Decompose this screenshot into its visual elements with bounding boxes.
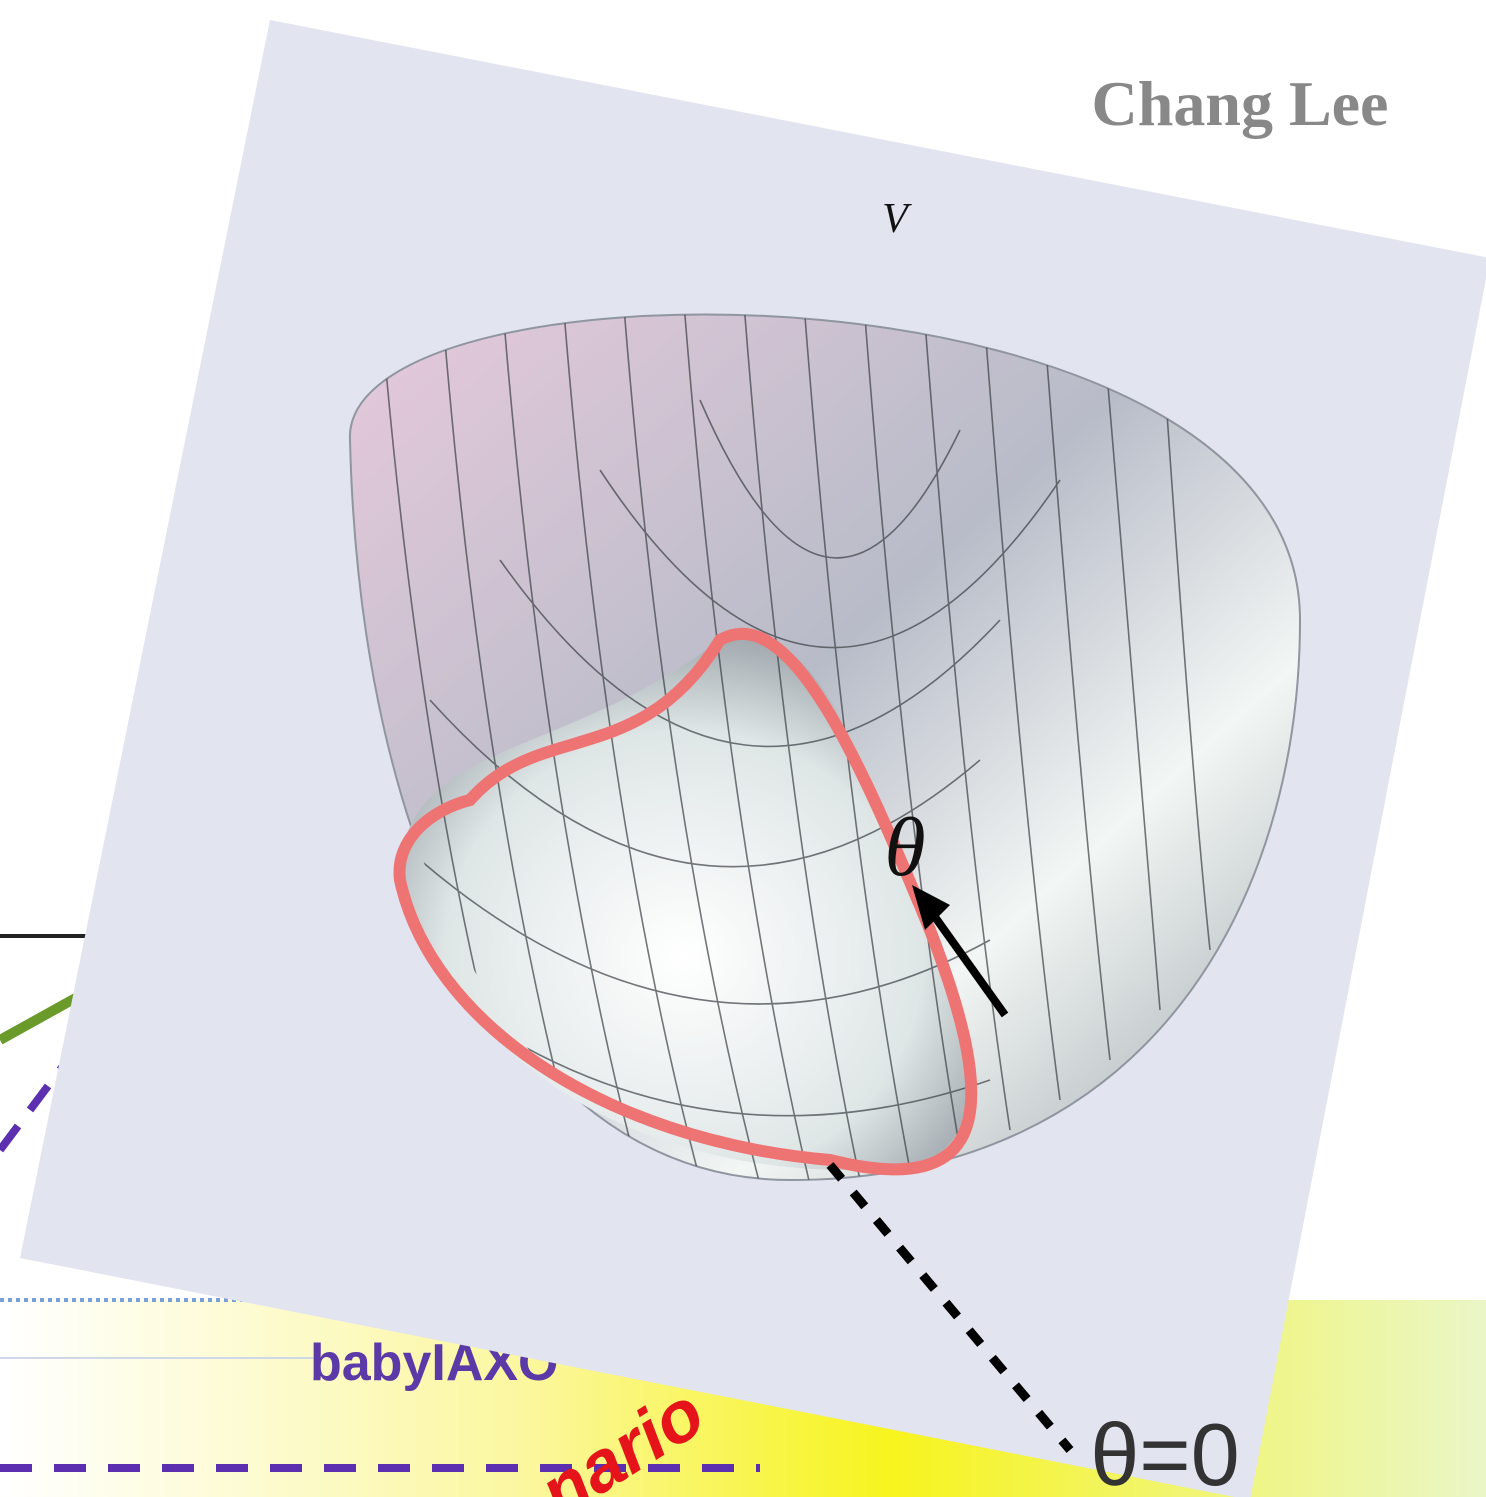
author: Chang Lee: [1092, 68, 1389, 139]
theta-zero-label: θ=0: [1090, 1405, 1239, 1497]
v-label: V: [882, 196, 912, 242]
page: babyIAXO nario Chang Lee V θ θ=0 (() => …: [0, 0, 1486, 1497]
slide: babyIAXO nario Chang Lee V θ θ=0: [0, 0, 1486, 1497]
theta-label: θ: [884, 801, 925, 894]
